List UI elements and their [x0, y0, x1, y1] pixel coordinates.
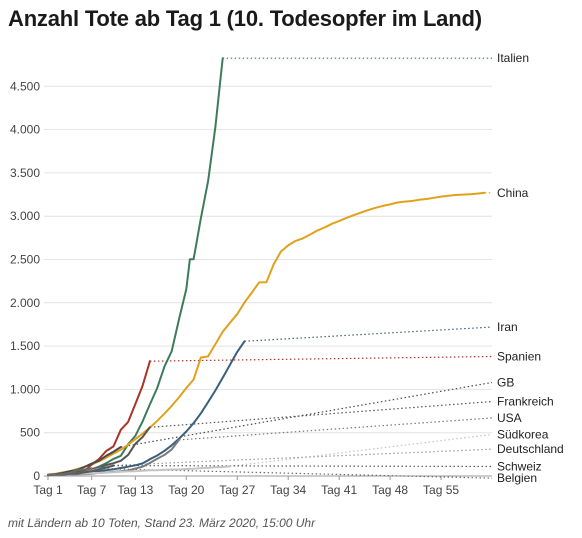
series-line-china — [47, 191, 486, 476]
x-tick-label: Tag 1 — [33, 483, 63, 497]
y-tick-label: 2.000 — [10, 296, 40, 310]
series-label-belgien: Belgien — [497, 471, 537, 485]
series-line-belgien — [47, 467, 93, 477]
x-tick-label: Tag 13 — [117, 483, 153, 497]
y-tick-label: 4.500 — [10, 79, 40, 93]
connector-schweiz — [113, 465, 493, 468]
series-line-iran — [47, 340, 246, 476]
series-label-usa: USA — [497, 411, 522, 425]
series-connectors — [91, 57, 493, 479]
series-label-schweiz: Schweiz — [497, 459, 542, 473]
connector-s-dkorea — [229, 433, 493, 467]
connector-frankreich — [149, 400, 493, 428]
x-tick-label: Tag 41 — [321, 483, 357, 497]
x-tick-label: Tag 55 — [423, 483, 459, 497]
connector-belgien — [91, 467, 493, 479]
x-tick-label: Tag 7 — [77, 483, 107, 497]
connector-gb — [120, 381, 493, 448]
y-tick-label: 1.000 — [10, 382, 40, 396]
series-label-gb: GB — [497, 375, 514, 389]
series-lines — [47, 57, 486, 477]
grid-lines — [44, 85, 492, 477]
x-tick-label: Tag 27 — [219, 483, 255, 497]
series-label-spanien: Spanien — [497, 349, 541, 363]
y-tick-label: 2.500 — [10, 253, 40, 267]
series-label-iran: Iran — [497, 320, 518, 334]
y-tick-label: 0 — [33, 469, 40, 483]
series-label-china: China — [497, 186, 529, 200]
connector-spanien — [149, 355, 493, 362]
chart-title: Anzahl Tote ab Tag 1 (10. Todesopfer im … — [8, 6, 482, 31]
y-tick-label: 500 — [20, 426, 40, 440]
x-tick-label: Tag 20 — [168, 483, 204, 497]
y-tick-label: 3.500 — [10, 166, 40, 180]
series-labels: Italien China Iran Spanien GB Frankreich USA Sü… — [497, 51, 564, 485]
series-label-s-dkorea: Südkorea — [497, 427, 549, 441]
y-tick-label: 1.500 — [10, 339, 40, 353]
x-tick-label: Tag 34 — [270, 483, 306, 497]
y-axis-ticks: 0 500 1.000 1.500 2.000 2.500 3.000 3.500 4.000 4… — [10, 79, 40, 483]
x-tick-label: Tag 48 — [372, 483, 408, 497]
footnote: mit Ländern ab 10 Toten, Stand 23. März … — [8, 516, 316, 530]
x-axis-ticks: Tag 1 Tag 7 Tag 13 Tag 20 Tag 27 Tag 34 Tag 41… — [33, 476, 459, 497]
series-label-italien: Italien — [497, 51, 529, 65]
connector-usa — [178, 417, 493, 441]
y-tick-label: 3.000 — [10, 209, 40, 223]
connector-deutschland — [113, 448, 493, 466]
series-label-deutschland: Deutschland — [497, 442, 564, 456]
series-line-italien — [47, 57, 224, 476]
series-label-frankreich: Frankreich — [497, 395, 554, 409]
series-line-spanien — [47, 360, 151, 477]
connector-iran — [244, 326, 493, 342]
y-tick-label: 4.000 — [10, 123, 40, 137]
